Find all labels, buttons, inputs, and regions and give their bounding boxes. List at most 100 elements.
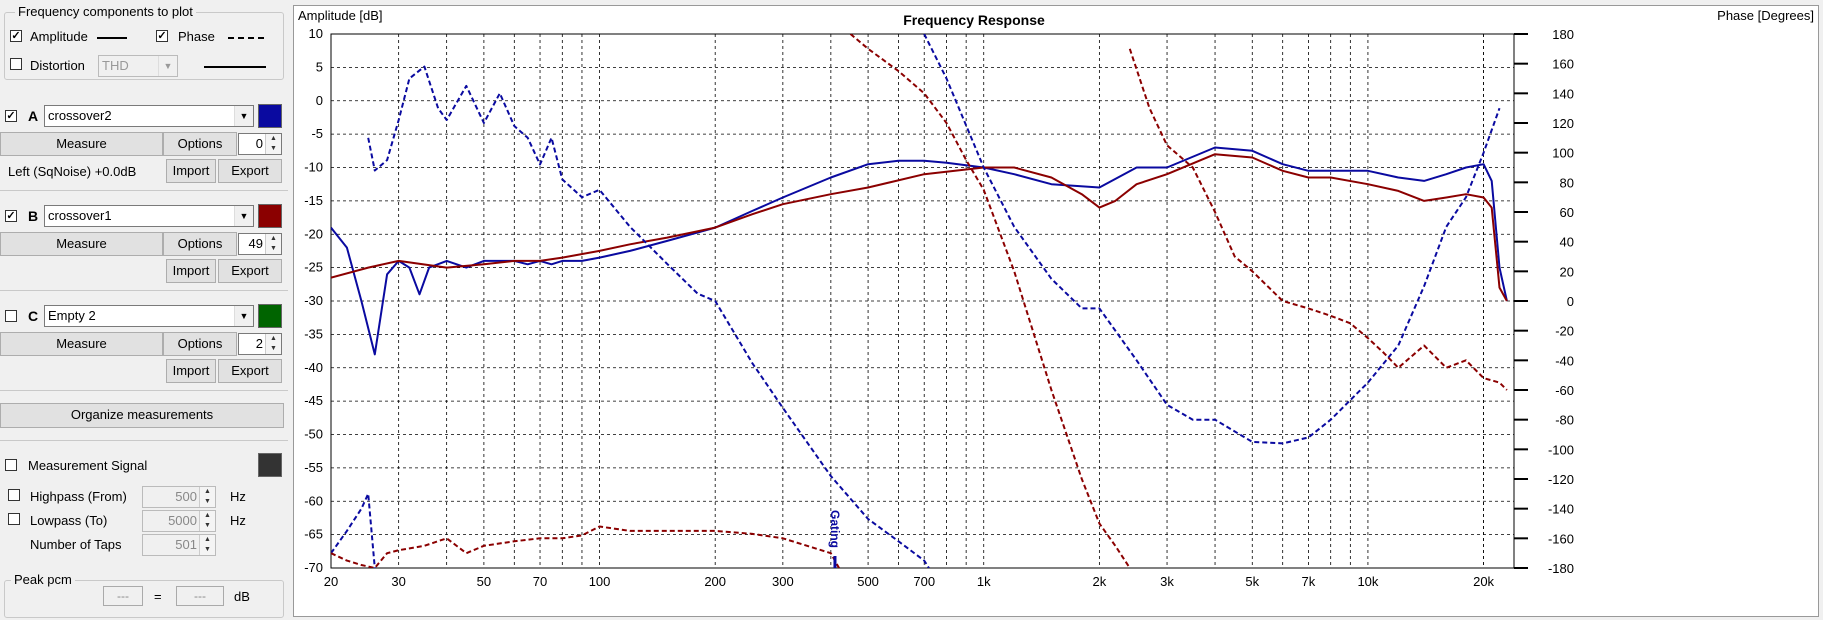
measurement-a-options-button[interactable]: Options [163, 132, 237, 156]
measurement-c-select[interactable]: Empty 2 ▼ [44, 305, 254, 327]
y-right-tick-label: 180 [1552, 27, 1574, 42]
y-right-tick-label: 20 [1560, 264, 1574, 279]
measurement-b-color[interactable] [258, 204, 282, 228]
phase-series-line [849, 34, 1131, 568]
measurement-signal-label: Measurement Signal [28, 458, 148, 473]
measurement-a-color[interactable] [258, 104, 282, 128]
y-right-tick-label: -140 [1548, 502, 1574, 517]
y-right-tick-label: -60 [1555, 383, 1574, 398]
spinner-arrows-icon[interactable]: ▲ ▼ [265, 334, 281, 354]
measurement-signal-checkbox[interactable] [5, 459, 17, 471]
phase-series-line [331, 525, 840, 568]
y-left-tick-label: -45 [304, 393, 323, 408]
spinner-arrows-icon[interactable]: ▲ ▼ [265, 134, 281, 154]
measurement-a-name: crossover2 [48, 108, 112, 123]
measurement-a-import-button[interactable]: Import [166, 159, 216, 183]
spinner-arrows-icon[interactable]: ▲ ▼ [199, 511, 215, 531]
measurement-b-import-button[interactable]: Import [166, 259, 216, 283]
measurement-b-export-button[interactable]: Export [218, 259, 282, 283]
phase-checkbox[interactable]: ✓ [156, 30, 168, 42]
measurement-a-spinner[interactable]: 0 ▲ ▼ [238, 133, 282, 155]
measurement-a-measure-button[interactable]: Measure [0, 132, 163, 156]
separator [0, 390, 288, 391]
amplitude-line-sample [97, 37, 127, 39]
x-tick-label: 50 [477, 574, 491, 589]
measurement-c-import-button[interactable]: Import [166, 359, 216, 383]
measurement-c-color[interactable] [258, 304, 282, 328]
chart-svg: 20 30 50 70 100 200 300 500 700 1k 2k 3k 5k 7k 10k 20k1… [298, 8, 1814, 589]
x-tick-label: 20k [1473, 574, 1494, 589]
measurement-c-measure-button[interactable]: Measure [0, 332, 163, 356]
measurement-a-checkbox[interactable]: ✓ [5, 110, 17, 122]
measurement-a-letter: A [28, 108, 39, 124]
chevron-down-icon: ▼ [234, 206, 253, 226]
measurement-b-letter: B [28, 208, 39, 224]
distortion-select[interactable]: THD ▼ [98, 55, 178, 77]
highpass-spinner[interactable]: 500 ▲ ▼ [142, 486, 216, 508]
separator [0, 190, 288, 191]
y-left-tick-label: -70 [304, 560, 323, 575]
peak-pcm-title: Peak pcm [11, 572, 75, 587]
x-tick-label: 30 [391, 574, 405, 589]
amplitude-checkbox[interactable]: ✓ [10, 30, 22, 42]
measurement-b-options-button[interactable]: Options [163, 232, 237, 256]
measurement-a-export-button[interactable]: Export [218, 159, 282, 183]
measurement-signal-color[interactable] [258, 453, 282, 477]
organize-measurements-button[interactable]: Organize measurements [0, 403, 284, 428]
taps-spinner[interactable]: 501 ▲ ▼ [142, 534, 216, 556]
lowpass-checkbox[interactable] [8, 513, 20, 525]
x-tick-label: 500 [857, 574, 879, 589]
y-right-tick-label: 60 [1560, 205, 1574, 220]
x-tick-label: 7k [1302, 574, 1316, 589]
measurement-c-spinner[interactable]: 2 ▲ ▼ [238, 333, 282, 355]
chevron-down-icon: ▼ [158, 56, 177, 76]
y-right-tick-label: 0 [1567, 294, 1574, 309]
lowpass-spinner[interactable]: 5000 ▲ ▼ [142, 510, 216, 532]
measurement-c-export-button[interactable]: Export [218, 359, 282, 383]
measurement-a-spin-value: 0 [255, 136, 263, 151]
x-tick-label: 700 [913, 574, 935, 589]
measurement-b-checkbox[interactable]: ✓ [5, 210, 17, 222]
phase-label: Phase [178, 29, 215, 44]
y-right-tick-label: 100 [1552, 146, 1574, 161]
y-left-tick-label: -15 [304, 193, 323, 208]
phase-line-sample [228, 37, 264, 39]
highpass-value: 500 [175, 489, 197, 504]
y-right-tick-label: -20 [1555, 324, 1574, 339]
measurement-b-select[interactable]: crossover1 ▼ [44, 205, 254, 227]
highpass-checkbox[interactable] [8, 489, 20, 501]
frequency-response-chart[interactable]: 20 30 50 70 100 200 300 500 700 1k 2k 3k 5k 7k 10k 20k 1… [293, 5, 1819, 617]
lowpass-label: Lowpass (To) [30, 513, 108, 528]
measurement-c-checkbox[interactable] [5, 310, 17, 322]
lowpass-unit: Hz [230, 513, 246, 528]
spinner-arrows-icon[interactable]: ▲ ▼ [199, 487, 215, 507]
measurement-c-options-button[interactable]: Options [163, 332, 237, 356]
x-tick-label: 10k [1357, 574, 1378, 589]
distortion-line-sample [204, 66, 266, 68]
spinner-arrows-icon[interactable]: ▲ ▼ [199, 535, 215, 555]
measurement-b-measure-button[interactable]: Measure [0, 232, 163, 256]
chevron-down-icon: ▼ [234, 306, 253, 326]
y-left-tick-label: -30 [304, 293, 323, 308]
y-left-tick-label: -5 [311, 126, 323, 141]
y-right-tick-label: -160 [1548, 531, 1574, 546]
distortion-checkbox[interactable] [10, 58, 22, 70]
measurement-a-select[interactable]: crossover2 ▼ [44, 105, 254, 127]
y-right-tick-label: -100 [1548, 442, 1574, 457]
amplitude-label: Amplitude [30, 29, 88, 44]
y-right-tick-label: 40 [1560, 235, 1574, 250]
measurement-b-name: crossover1 [48, 208, 112, 223]
x-tick-label: 300 [772, 574, 794, 589]
separator [0, 290, 288, 291]
phase-series-line [331, 492, 376, 568]
y-axis-label-right: Phase [Degrees] [1717, 8, 1814, 23]
y-right-tick-label: 120 [1552, 116, 1574, 131]
peak-pcm-unit: dB [234, 589, 250, 604]
lowpass-value: 5000 [168, 513, 197, 528]
measurement-c-name: Empty 2 [48, 308, 96, 323]
spinner-arrows-icon[interactable]: ▲ ▼ [265, 234, 281, 254]
y-left-tick-label: 10 [309, 26, 323, 41]
measurement-b-spinner[interactable]: 49 ▲ ▼ [238, 233, 282, 255]
y-right-tick-label: -40 [1555, 353, 1574, 368]
taps-label: Number of Taps [30, 537, 122, 552]
